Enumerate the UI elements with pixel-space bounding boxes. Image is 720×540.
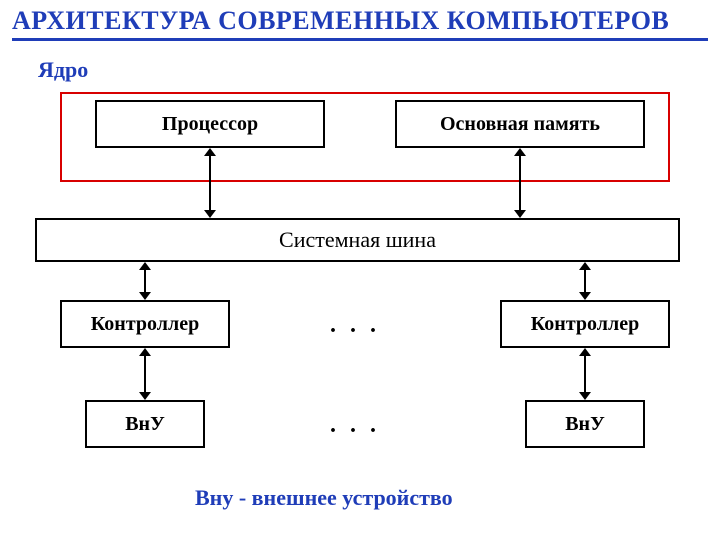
connectors-layer [0,0,720,540]
